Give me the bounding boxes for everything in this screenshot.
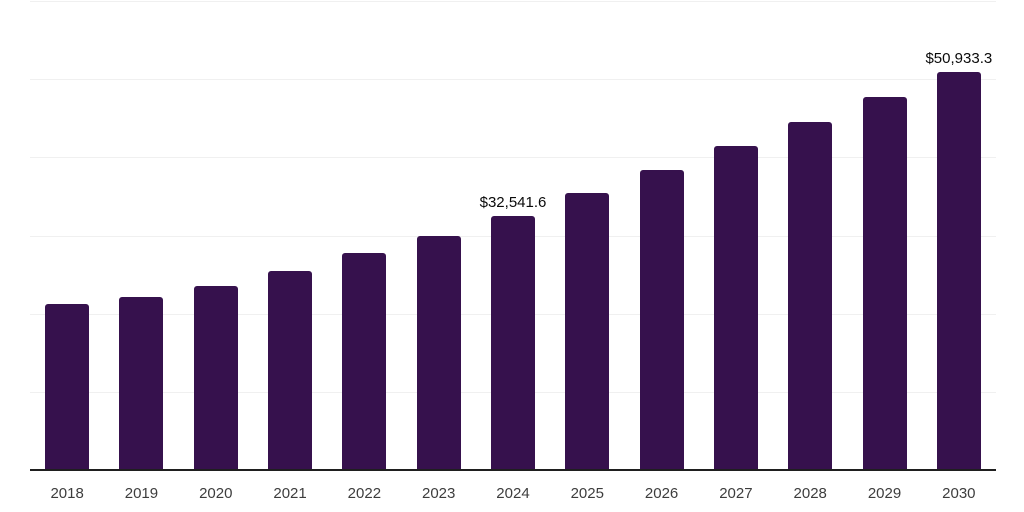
bar-2024[interactable] (491, 215, 535, 470)
x-tick-2028: 2028 (793, 485, 827, 502)
x-tick-2025: 2025 (570, 485, 604, 502)
gridline-50000 (30, 79, 996, 81)
bar-2019[interactable] (119, 297, 164, 470)
bar-2018[interactable] (45, 304, 90, 470)
bar-2023[interactable] (416, 235, 461, 470)
x-tick-2029: 2029 (867, 485, 902, 502)
x-tick-2023: 2023 (421, 485, 456, 502)
x-tick-2027: 2027 (719, 485, 753, 502)
bar-2026[interactable] (639, 169, 684, 470)
x-tick-2026: 2026 (644, 485, 679, 502)
gridline-60000 (30, 1, 996, 2)
bar-2028[interactable] (788, 122, 833, 470)
bar-2030[interactable] (936, 71, 981, 470)
x-tick-2018: 2018 (50, 485, 84, 502)
x-tick-2019: 2019 (124, 485, 159, 502)
x-tick-2020: 2020 (199, 485, 233, 502)
bar-2027[interactable] (713, 146, 758, 470)
bar-2022[interactable] (342, 253, 387, 470)
gridline-40000 (30, 157, 996, 159)
data-label-2030: $50,933.3 (925, 49, 993, 67)
bar-2029[interactable] (862, 97, 907, 470)
bar-2021[interactable] (268, 271, 313, 470)
data-label-2024: $32,541.6 (479, 193, 547, 211)
bar-2020[interactable] (193, 286, 238, 470)
x-tick-2021: 2021 (273, 485, 307, 502)
bar-2025[interactable] (565, 192, 610, 470)
x-tick-2030: 2030 (942, 485, 976, 502)
x-tick-2022: 2022 (347, 485, 382, 502)
x-tick-2024: 2024 (496, 485, 530, 502)
x-axis-line (30, 469, 996, 471)
